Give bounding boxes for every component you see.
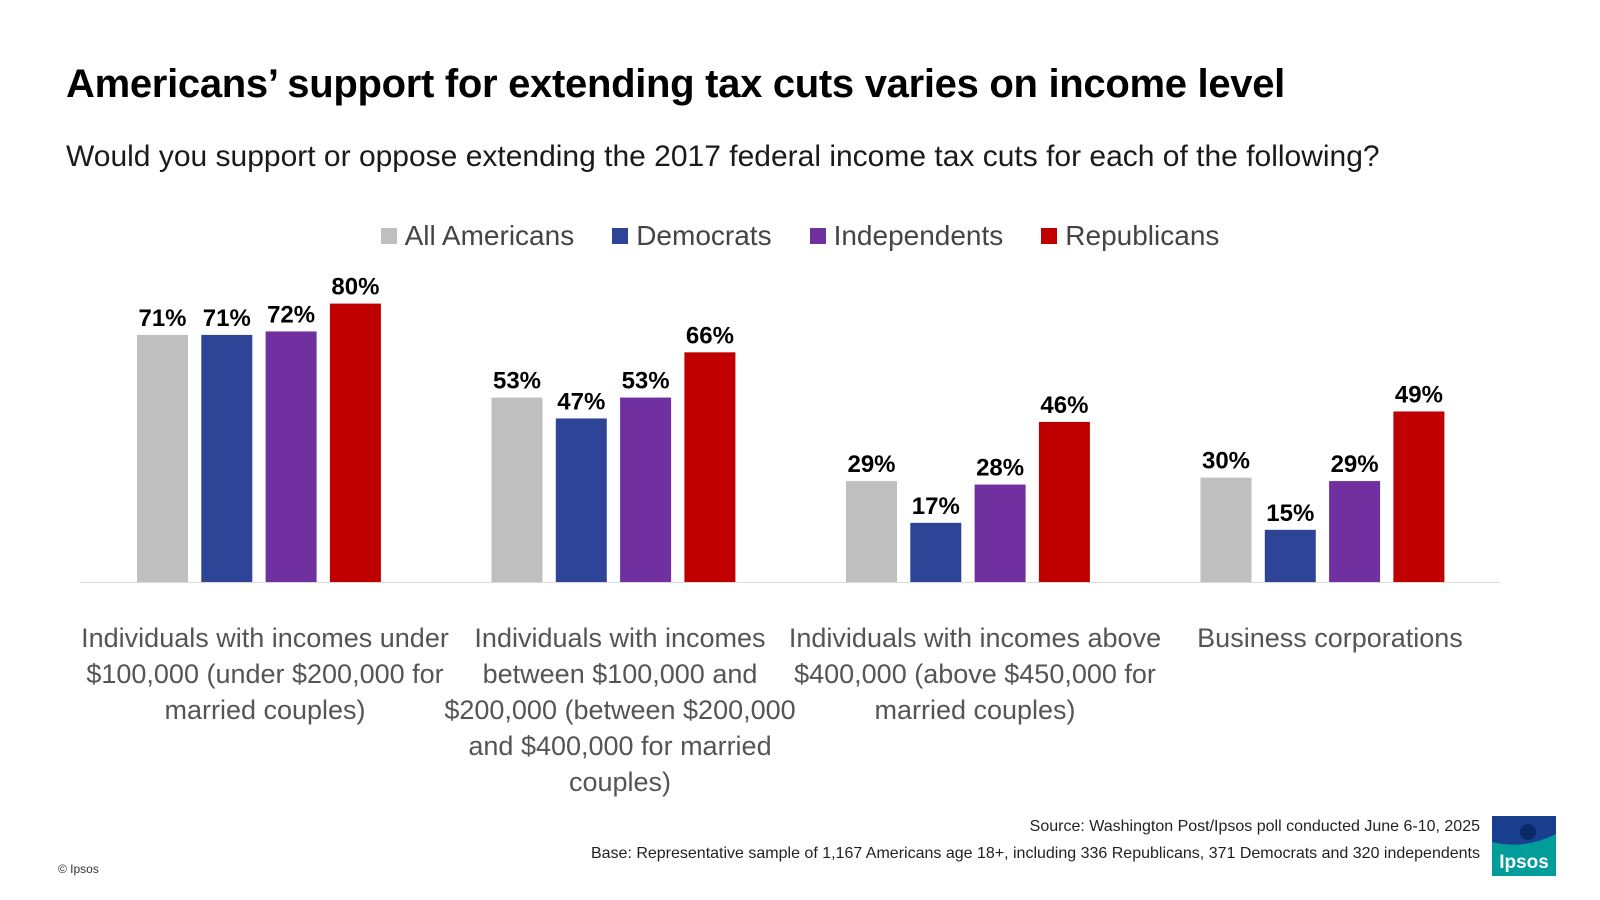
legend-item-republicans: Republicans [1041, 220, 1219, 252]
data-label-democrats-1: 47% [557, 388, 605, 415]
data-label-all-americans-2: 29% [847, 451, 895, 478]
data-label-all-americans-1: 53% [493, 368, 541, 395]
bar-all-americans-0 [137, 334, 188, 582]
legend: All Americans Democrats Independents Rep… [0, 216, 1600, 256]
data-label-democrats-3: 15% [1266, 500, 1314, 527]
copyright: © Ipsos [58, 862, 99, 876]
legend-item-democrats: Democrats [612, 220, 772, 252]
data-label-independents-2: 28% [976, 455, 1024, 482]
bar-independents-1 [620, 397, 672, 582]
data-label-all-americans-3: 30% [1202, 448, 1250, 475]
bar-independents-2 [974, 484, 1026, 582]
data-label-all-americans-0: 71% [138, 305, 186, 332]
legend-item-all-americans: All Americans [380, 220, 575, 252]
category-label-100k-200k: Individuals with incomes between $100,00… [444, 623, 796, 797]
legend-item-independents: Independents [809, 220, 1004, 252]
bar-independents-0 [265, 331, 317, 582]
category-label-business-corporations: Business corporations [1197, 623, 1463, 653]
data-label-independents-1: 53% [622, 368, 670, 395]
svg-text:Ipsos: Ipsos [1499, 852, 1549, 873]
bar-all-americans-2 [846, 481, 897, 582]
base-note: Base: Representative sample of 1,167 Ame… [590, 845, 1480, 862]
category-label-above-400k: Individuals with incomes above $400,000 … [788, 623, 1162, 725]
bar-all-americans-3 [1200, 477, 1252, 582]
data-label-republicans-3: 49% [1395, 381, 1443, 408]
bar-independents-3 [1329, 481, 1381, 582]
data-label-democrats-0: 71% [203, 305, 251, 332]
legend-label-democrats: Democrats [636, 220, 772, 251]
chart-title: Americans’ support for extending tax cut… [66, 62, 1285, 106]
bar-republicans-1 [684, 352, 736, 582]
data-label-democrats-2: 17% [912, 493, 960, 520]
bar-republicans-2 [1038, 421, 1090, 582]
legend-swatch-all-americans [380, 228, 397, 244]
bar-republicans-3 [1393, 411, 1445, 582]
data-label-republicans-0: 80% [331, 274, 379, 301]
category-label-under-100k: Individuals with incomes under $100,000 … [81, 623, 449, 725]
legend-swatch-independents [809, 228, 826, 244]
legend-label-all-americans: All Americans [404, 220, 575, 251]
bar-democrats-1 [555, 418, 607, 582]
source-note: Source: Washington Post/Ipsos poll condu… [1029, 818, 1480, 835]
legend-label-independents: Independents [833, 220, 1004, 251]
data-label-independents-0: 72% [267, 301, 315, 328]
ipsos-logo: Ipsos [1492, 816, 1556, 876]
legend-swatch-republicans [1041, 228, 1058, 244]
bar-democrats-2 [910, 522, 962, 582]
bar-all-americans-1 [491, 397, 543, 582]
data-label-republicans-2: 46% [1040, 392, 1088, 419]
legend-swatch-democrats [612, 228, 629, 244]
legend-label-republicans: Republicans [1065, 220, 1220, 251]
bar-democrats-3 [1264, 529, 1316, 582]
bar-democrats-0 [201, 334, 253, 582]
data-label-republicans-1: 66% [686, 322, 734, 349]
bar-republicans-0 [329, 303, 381, 582]
data-label-independents-3: 29% [1331, 451, 1379, 478]
chart-subtitle: Would you support or oppose extending th… [66, 140, 1380, 173]
